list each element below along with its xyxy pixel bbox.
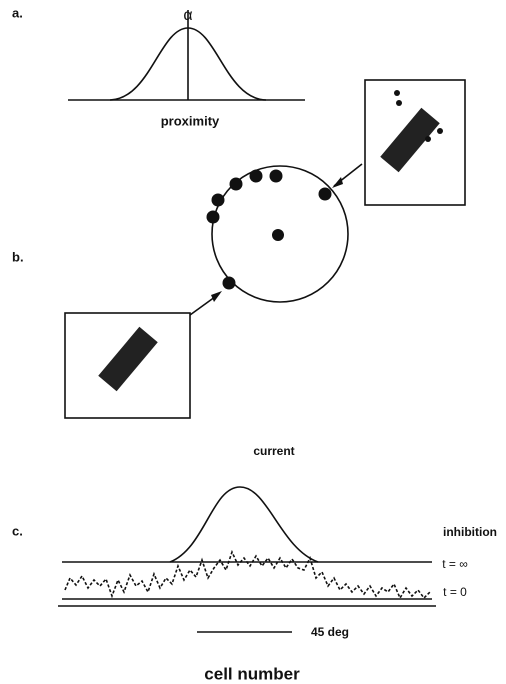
inhibition-label: inhibition xyxy=(443,525,497,539)
cells xyxy=(207,170,332,290)
t0-label: t = 0 xyxy=(443,585,467,599)
panel-label: a. xyxy=(12,5,23,20)
activity-trace xyxy=(65,552,430,598)
panel-label: c. xyxy=(12,523,23,538)
arrowhead xyxy=(211,291,222,302)
input-curve xyxy=(170,487,318,562)
figure: a. α proximity b. current c. inhibition … xyxy=(0,0,506,684)
bar-stimulus xyxy=(98,327,158,391)
arrowhead xyxy=(332,177,343,188)
current-label: current xyxy=(253,444,294,458)
panel-label: b. xyxy=(12,249,24,264)
scale-label: 45 deg xyxy=(311,625,349,639)
t-inf-label: t = ∞ xyxy=(442,557,468,571)
axis-label: proximity xyxy=(161,113,220,128)
bar-stimulus xyxy=(380,108,440,172)
x-label: cell number xyxy=(204,664,300,683)
